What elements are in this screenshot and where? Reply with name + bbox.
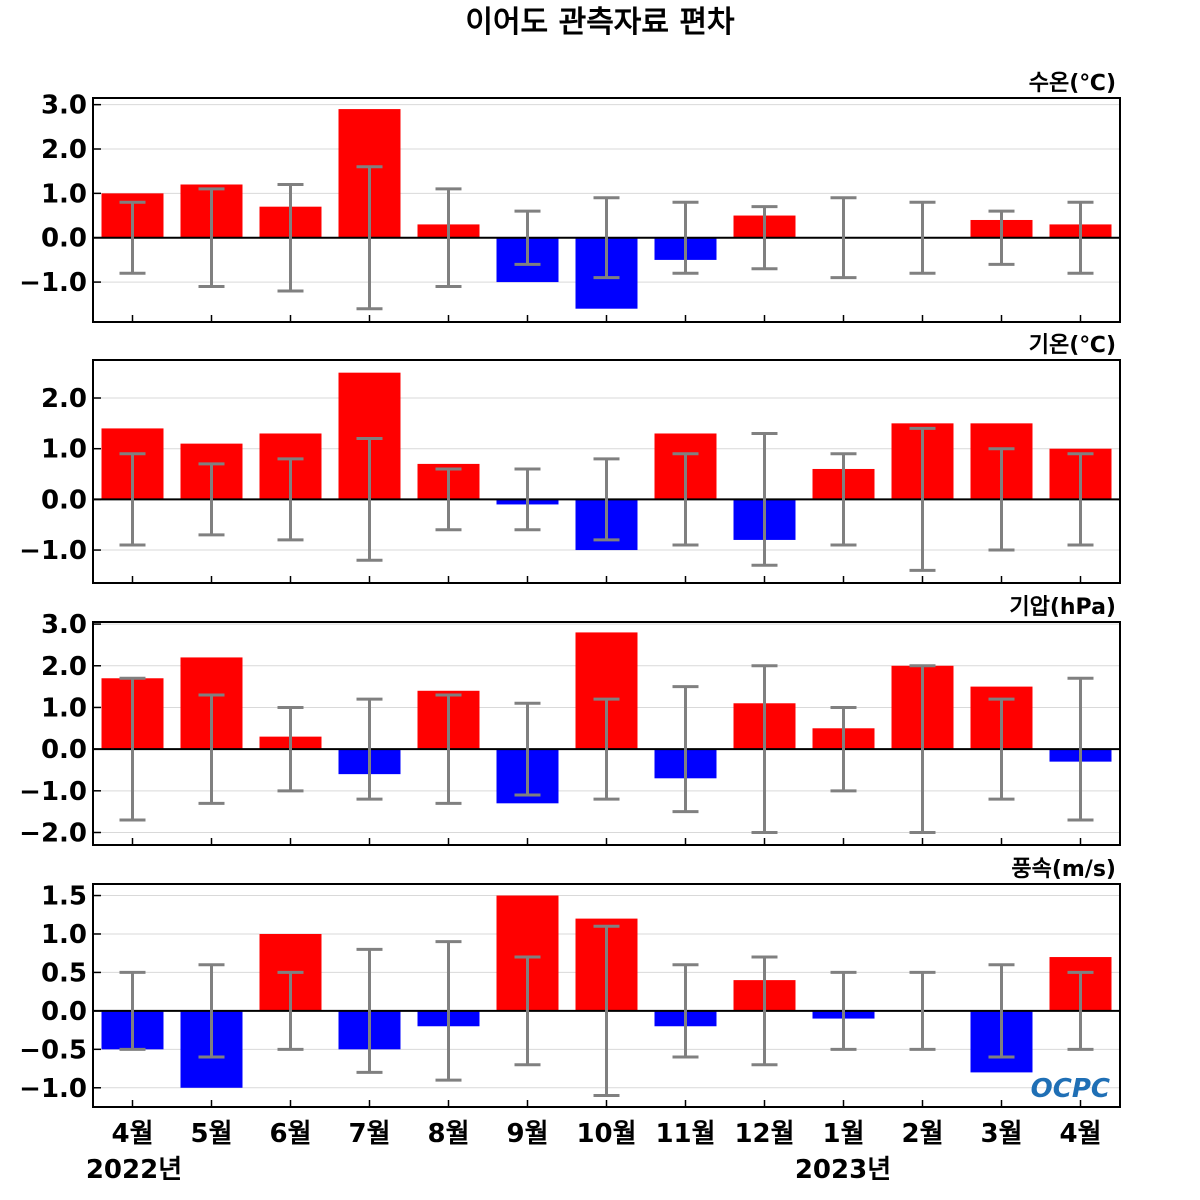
logo-text: OCPC	[1031, 1074, 1110, 1104]
y-tick-label: −1.0	[19, 777, 87, 807]
y-tick-label: 0.0	[41, 224, 87, 254]
x-tick-label: 6월	[269, 1119, 311, 1149]
x-axis-labels: 4월 5월 6월 7월 8월 9월 10월 11월 12월 1월 2월 3월 4월	[111, 1119, 1101, 1149]
x-tick-label: 12월	[734, 1119, 794, 1149]
y-tick-label: −1.0	[19, 1074, 87, 1104]
panel-label: 수온(℃)	[1029, 71, 1116, 96]
chart-title: 이어도 관측자료 편차	[465, 5, 735, 40]
y-tick-label: 3.0	[41, 610, 87, 640]
panel-label: 풍속(m/s)	[1011, 857, 1116, 882]
panel-1: 3.0 2.0 1.0 0.0 −1.0 수온(℃)	[19, 71, 1121, 323]
y-tick-label: 0.5	[41, 958, 87, 988]
y-tick-label: 0.0	[41, 735, 87, 765]
y-tick-label: 1.0	[41, 179, 87, 209]
y-tick-label: 0.0	[41, 997, 87, 1027]
y-tick-label: −1.0	[19, 268, 87, 298]
panels: 3.0 2.0 1.0 0.0 −1.0 수온(℃) 2.0 1.0 0.0 −1.0 기온(℃) 3…	[19, 71, 1121, 1108]
y-tick-label: 2.0	[41, 384, 87, 414]
x-tick-label: 4월	[111, 1119, 153, 1149]
y-tick-label: 1.0	[41, 435, 87, 465]
y-tick-label: −0.5	[19, 1035, 87, 1065]
panel-2: 2.0 1.0 0.0 −1.0 기온(℃)	[19, 333, 1121, 584]
x-tick-label: 7월	[348, 1119, 390, 1149]
y-tick-label: 3.0	[41, 91, 87, 121]
y-tick-label: 0.0	[41, 485, 87, 515]
x-tick-label: 11월	[655, 1119, 715, 1149]
panel-3: 3.0 2.0 1.0 0.0 −1.0 −2.0 기압(hPa)	[19, 595, 1121, 848]
x-tick-label: 3월	[980, 1119, 1022, 1149]
x-tick-label: 5월	[190, 1119, 232, 1149]
x-tick-label: 8월	[427, 1119, 469, 1149]
y-tick-label: −2.0	[19, 818, 87, 848]
year-label-2022: 2022년	[86, 1155, 182, 1185]
x-tick-label: 2월	[901, 1119, 943, 1149]
year-label-2023: 2023년	[795, 1155, 891, 1185]
x-tick-label: 9월	[506, 1119, 548, 1149]
panel-frame	[92, 97, 1121, 323]
panel-frame	[92, 883, 1121, 1108]
panel-4: 1.5 1.0 0.5 0.0 −0.5 −1.0 풍속(m/s)	[19, 857, 1121, 1108]
y-tick-label: 1.0	[41, 693, 87, 723]
panel-label: 기압(hPa)	[1009, 595, 1116, 620]
y-tick-label: 1.0	[41, 920, 87, 950]
x-tick-label: 4월	[1059, 1119, 1101, 1149]
panel-label: 기온(℃)	[1029, 333, 1116, 358]
panel-frame	[92, 621, 1121, 846]
y-tick-label: 2.0	[41, 135, 87, 165]
x-tick-label: 1월	[822, 1119, 864, 1149]
y-tick-label: 2.0	[41, 652, 87, 682]
ocpc-logo: OCPC	[1031, 1074, 1110, 1104]
y-tick-label: −1.0	[19, 536, 87, 566]
panel-frame	[92, 359, 1121, 584]
x-tick-label: 10월	[576, 1119, 636, 1149]
y-tick-label: 1.5	[41, 882, 87, 912]
